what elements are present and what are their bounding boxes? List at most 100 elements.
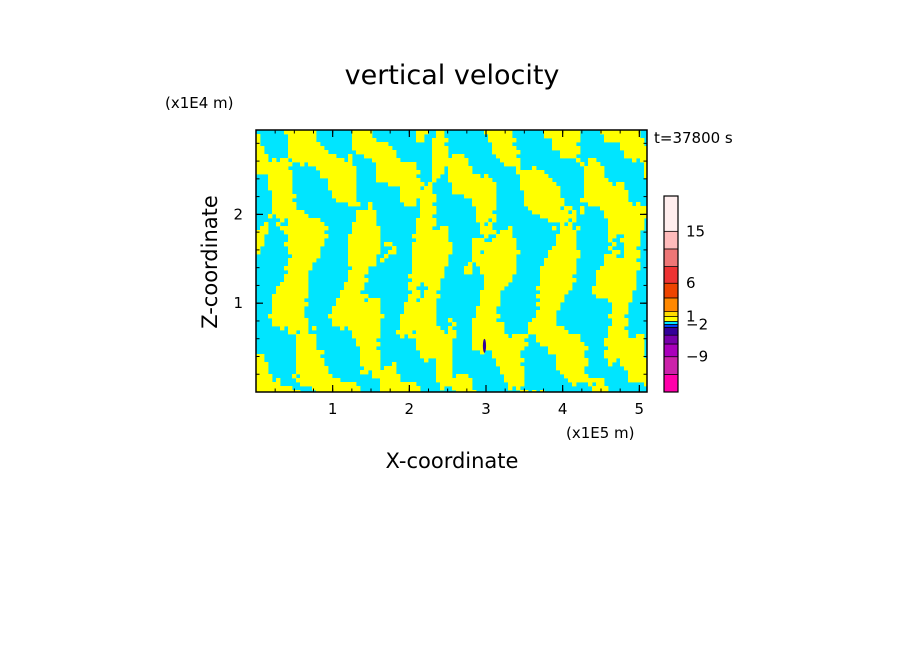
field-cell — [360, 222, 365, 227]
field-cell — [284, 158, 289, 163]
field-cell — [320, 374, 325, 379]
field-cell — [364, 314, 369, 319]
field-cell — [292, 274, 297, 279]
field-cell — [432, 198, 437, 203]
field-cell — [296, 246, 301, 251]
field-cell — [516, 350, 521, 355]
field-cell — [524, 170, 529, 175]
field-cell — [540, 338, 545, 343]
field-cell — [396, 178, 401, 183]
field-cell — [528, 198, 533, 203]
field-cell — [260, 158, 265, 163]
field-cell — [536, 202, 541, 207]
field-cell — [288, 262, 293, 267]
field-cell — [544, 314, 549, 319]
field-cell — [552, 314, 557, 319]
field-cell — [444, 154, 449, 159]
field-cell — [592, 174, 597, 179]
field-cell — [568, 230, 573, 235]
field-cell — [328, 374, 333, 379]
field-cell — [260, 354, 265, 359]
field-cell — [432, 266, 437, 271]
field-cell — [300, 146, 305, 151]
field-cell — [372, 210, 377, 215]
field-cell — [416, 322, 421, 327]
field-cell — [344, 190, 349, 195]
field-cell — [508, 358, 513, 363]
field-cell — [576, 226, 581, 231]
field-cell — [316, 366, 321, 371]
field-cell — [292, 234, 297, 239]
field-cell — [496, 138, 501, 143]
field-cell — [292, 270, 297, 275]
field-cell — [364, 294, 369, 299]
field-cell — [320, 238, 325, 243]
field-cell — [296, 210, 301, 215]
field-cell — [448, 354, 453, 359]
field-cell — [584, 190, 589, 195]
field-cell — [596, 386, 601, 391]
field-cell — [572, 358, 577, 363]
field-cell — [336, 198, 341, 203]
field-cell — [300, 358, 305, 363]
field-cell — [500, 362, 505, 367]
field-cell — [412, 194, 417, 199]
field-cell — [456, 178, 461, 183]
field-cell — [492, 218, 497, 223]
field-cell — [284, 242, 289, 247]
field-cell — [508, 278, 513, 283]
field-cell — [612, 326, 617, 331]
field-cell — [624, 130, 629, 135]
field-cell — [608, 198, 613, 203]
field-cell — [388, 146, 393, 151]
field-cell — [568, 334, 573, 339]
field-cell — [500, 150, 505, 155]
field-cell — [356, 254, 361, 259]
field-cell — [332, 322, 337, 327]
field-cell — [624, 142, 629, 147]
field-cell — [280, 162, 285, 167]
field-cell — [412, 250, 417, 255]
field-cell — [560, 230, 565, 235]
field-cell — [308, 222, 313, 227]
field-cell — [288, 306, 293, 311]
field-cell — [504, 258, 509, 263]
field-cell — [548, 178, 553, 183]
field-cell — [492, 142, 497, 147]
field-cell — [564, 230, 569, 235]
field-cell — [624, 282, 629, 287]
field-cell — [552, 334, 557, 339]
field-cell — [520, 182, 525, 187]
field-cell — [304, 154, 309, 159]
field-cell — [500, 338, 505, 343]
field-cell — [308, 134, 313, 139]
field-cell — [464, 270, 469, 275]
field-cell — [624, 238, 629, 243]
field-cell — [292, 330, 297, 335]
field-cell — [264, 222, 269, 227]
field-cell — [360, 346, 365, 351]
field-cell — [296, 134, 301, 139]
field-cell — [472, 390, 477, 392]
field-cell — [612, 290, 617, 295]
field-cell — [292, 242, 297, 247]
field-cell — [292, 278, 297, 283]
field-cell — [508, 246, 513, 251]
field-cell — [540, 314, 545, 319]
field-cell — [492, 310, 497, 315]
field-cell — [532, 326, 537, 331]
field-cell — [304, 246, 309, 251]
field-cell — [256, 162, 261, 167]
field-cell — [460, 170, 465, 175]
field-cell — [304, 270, 309, 275]
field-cell — [356, 286, 361, 291]
field-cell — [300, 238, 305, 243]
field-cell — [616, 338, 621, 343]
field-cell — [436, 338, 441, 343]
field-cell — [540, 290, 545, 295]
field-cell — [284, 182, 289, 187]
field-cell — [352, 130, 357, 135]
field-cell — [420, 262, 425, 267]
field-cell — [300, 294, 305, 299]
field-cell — [520, 370, 525, 375]
